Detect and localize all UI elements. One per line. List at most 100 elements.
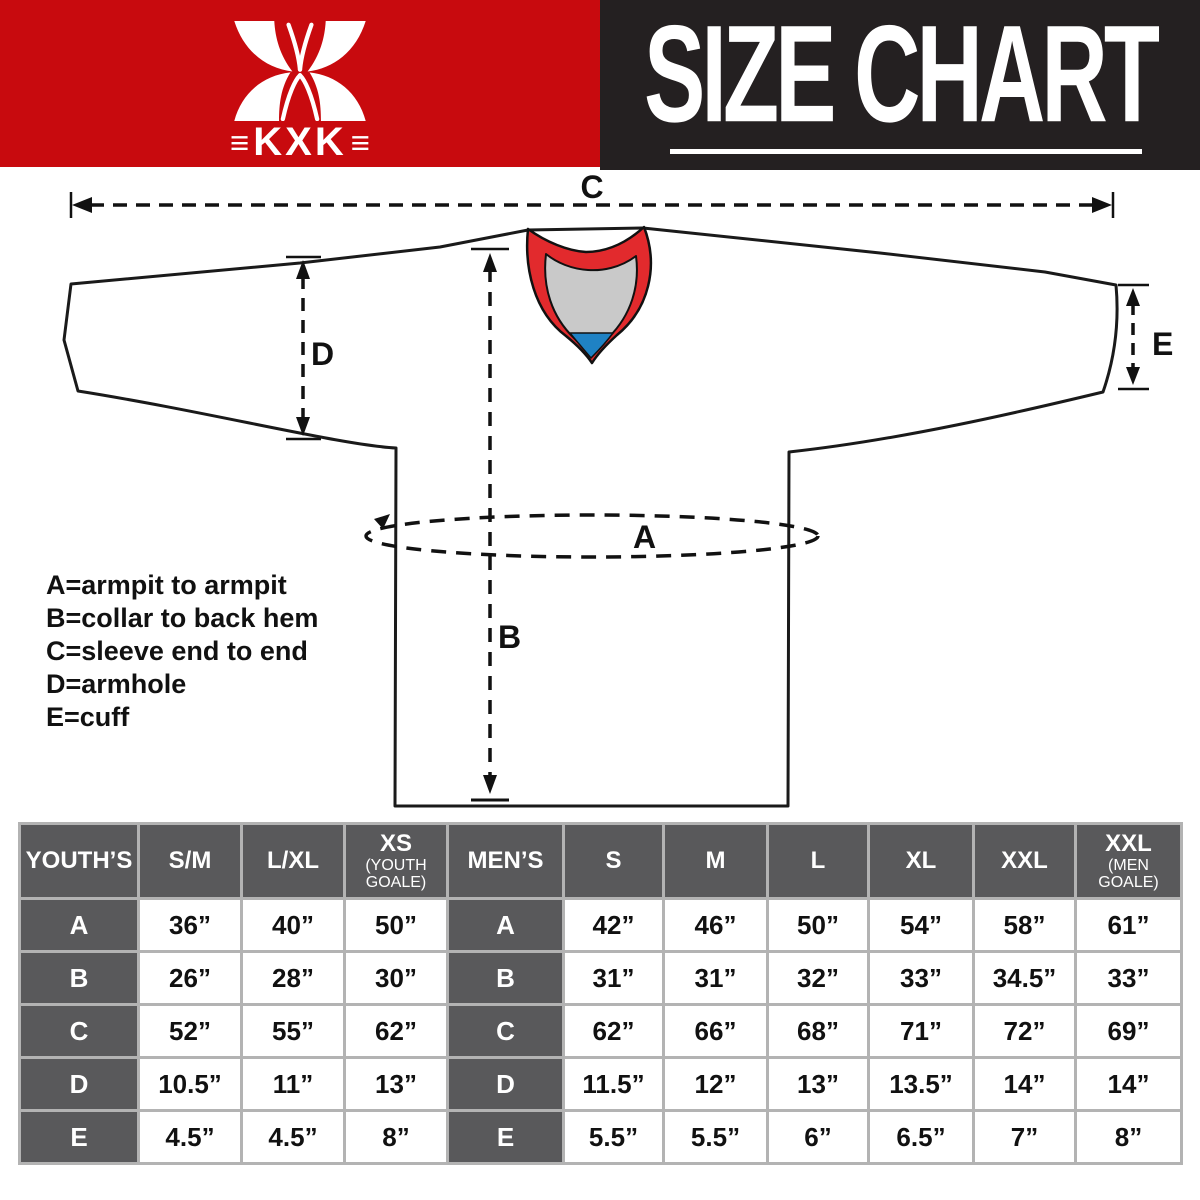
jersey-outline [62, 226, 1119, 808]
youth-c-value-2: 62” [346, 1006, 446, 1056]
collar-bottom-triangle [569, 332, 614, 359]
youth-d-value-1: 11” [243, 1059, 343, 1109]
youth-a-value-2: 50” [346, 900, 446, 950]
column-header-xxl: XXL (MEN GOALE) [1077, 825, 1180, 897]
men-a-value-1: 46” [665, 900, 766, 950]
youth-b-value-2: 30” [346, 953, 446, 1003]
brand-logo: ≡ KXK ≡ [0, 0, 600, 167]
logo-flank-right: ≡ [350, 123, 370, 161]
size-row-b: B 26” 28” 30” B 31” 31” 32” 33” 34.5” 33” [21, 953, 1180, 1003]
size-table: YOUTH’S S/M L/XL XS (YOUTH GOALE) MEN’S S M L XL X… [18, 822, 1183, 1165]
men-d-value-2: 13” [769, 1059, 867, 1109]
column-header-l-xl: L/XL [243, 825, 343, 897]
men-c-value-2: 68” [769, 1006, 867, 1056]
men-c-value-5: 69” [1077, 1006, 1180, 1056]
men-c-value-1: 66” [665, 1006, 766, 1056]
column-header-m: M [665, 825, 766, 897]
measure-a-ellipse [364, 513, 820, 559]
measure-a-label: A [633, 519, 656, 555]
column-header-men-s: MEN’S [449, 825, 562, 897]
title-banner [600, 0, 1200, 170]
men-e-value-3: 6.5” [870, 1112, 972, 1162]
column-header-l: L [769, 825, 867, 897]
measure-e-arrow [1118, 283, 1149, 391]
youth-d-value-0: 10.5” [140, 1059, 240, 1109]
legend-line-b: B=collar to back hem [46, 603, 319, 633]
column-header-xl: XL [870, 825, 972, 897]
youth-c-value-1: 55” [243, 1006, 343, 1056]
measure-b-arrow [471, 247, 509, 802]
size-table-header-row: YOUTH’S S/M L/XL XS (YOUTH GOALE) MEN’S S M L XL X… [21, 825, 1180, 897]
men-b-value-4: 34.5” [975, 953, 1074, 1003]
men-b-value-1: 31” [665, 953, 766, 1003]
men-measure-label-c: C [449, 1006, 562, 1056]
youth-a-value-1: 40” [243, 900, 343, 950]
measure-c-arrow [69, 192, 1115, 218]
title-underline [670, 149, 1142, 154]
youth-measure-label-d: D [21, 1059, 137, 1109]
page-title: SIZE CHART [644, 0, 1160, 151]
men-a-value-0: 42” [565, 900, 662, 950]
men-b-value-2: 32” [769, 953, 867, 1003]
measure-c-label: C [580, 169, 603, 205]
men-e-value-1: 5.5” [665, 1112, 766, 1162]
jersey-diagram: C D E A B [62, 169, 1173, 808]
youth-b-value-1: 28” [243, 953, 343, 1003]
legend-line-a: A=armpit to armpit [46, 570, 287, 600]
measure-e-label: E [1152, 326, 1173, 362]
size-row-d: D 10.5” 11” 13” D 11.5” 12” 13” 13.5” 14” 14” [21, 1059, 1180, 1109]
size-row-c: C 52” 55” 62” C 62” 66” 68” 71” 72” 69” [21, 1006, 1180, 1056]
men-b-value-3: 33” [870, 953, 972, 1003]
youth-measure-label-e: E [21, 1112, 137, 1162]
men-measure-label-e: E [449, 1112, 562, 1162]
men-b-value-5: 33” [1077, 953, 1180, 1003]
youth-b-value-0: 26” [140, 953, 240, 1003]
youth-e-value-1: 4.5” [243, 1112, 343, 1162]
youth-c-value-0: 52” [140, 1006, 240, 1056]
legend-line-d: D=armhole [46, 669, 187, 699]
men-a-value-2: 50” [769, 900, 867, 950]
men-b-value-0: 31” [565, 953, 662, 1003]
size-row-e: E 4.5” 4.5” 8” E 5.5” 5.5” 6” 6.5” 7” 8” [21, 1112, 1180, 1162]
brand-banner [0, 0, 600, 167]
men-d-value-1: 12” [665, 1059, 766, 1109]
men-a-value-5: 61” [1077, 900, 1180, 950]
column-header-youth-s: YOUTH’S [21, 825, 137, 897]
size-row-a: A 36” 40” 50” A 42” 46” 50” 54” 58” 61” [21, 900, 1180, 950]
column-header-xxl: XXL [975, 825, 1074, 897]
column-header-s-m: S/M [140, 825, 240, 897]
page-title-wrap: SIZE CHART [600, 0, 1200, 151]
measure-b-label: B [498, 619, 521, 655]
kxk-x-icon [234, 21, 366, 121]
men-d-value-0: 11.5” [565, 1059, 662, 1109]
men-c-value-3: 71” [870, 1006, 972, 1056]
measurement-legend: A=armpit to armpit B=collar to back hem … [46, 569, 318, 734]
logo-wordmark: ≡ KXK ≡ [230, 120, 370, 164]
youth-a-value-0: 36” [140, 900, 240, 950]
men-measure-label-b: B [449, 953, 562, 1003]
men-e-value-2: 6” [769, 1112, 867, 1162]
men-measure-label-a: A [449, 900, 562, 950]
men-a-value-4: 58” [975, 900, 1074, 950]
men-e-value-5: 8” [1077, 1112, 1180, 1162]
men-a-value-3: 54” [870, 900, 972, 950]
men-d-value-5: 14” [1077, 1059, 1180, 1109]
youth-measure-label-c: C [21, 1006, 137, 1056]
legend-line-e: E=cuff [46, 702, 130, 732]
measure-d-arrow [286, 255, 321, 441]
measure-d-label: D [311, 336, 334, 372]
youth-measure-label-a: A [21, 900, 137, 950]
youth-e-value-0: 4.5” [140, 1112, 240, 1162]
legend-line-c: C=sleeve end to end [46, 636, 308, 666]
youth-e-value-2: 8” [346, 1112, 446, 1162]
men-d-value-3: 13.5” [870, 1059, 972, 1109]
men-c-value-0: 62” [565, 1006, 662, 1056]
logo-flank-left: ≡ [230, 123, 250, 161]
youth-d-value-2: 13” [346, 1059, 446, 1109]
youth-measure-label-b: B [21, 953, 137, 1003]
logo-text: KXK [253, 120, 347, 164]
men-e-value-0: 5.5” [565, 1112, 662, 1162]
men-d-value-4: 14” [975, 1059, 1074, 1109]
men-e-value-4: 7” [975, 1112, 1074, 1162]
